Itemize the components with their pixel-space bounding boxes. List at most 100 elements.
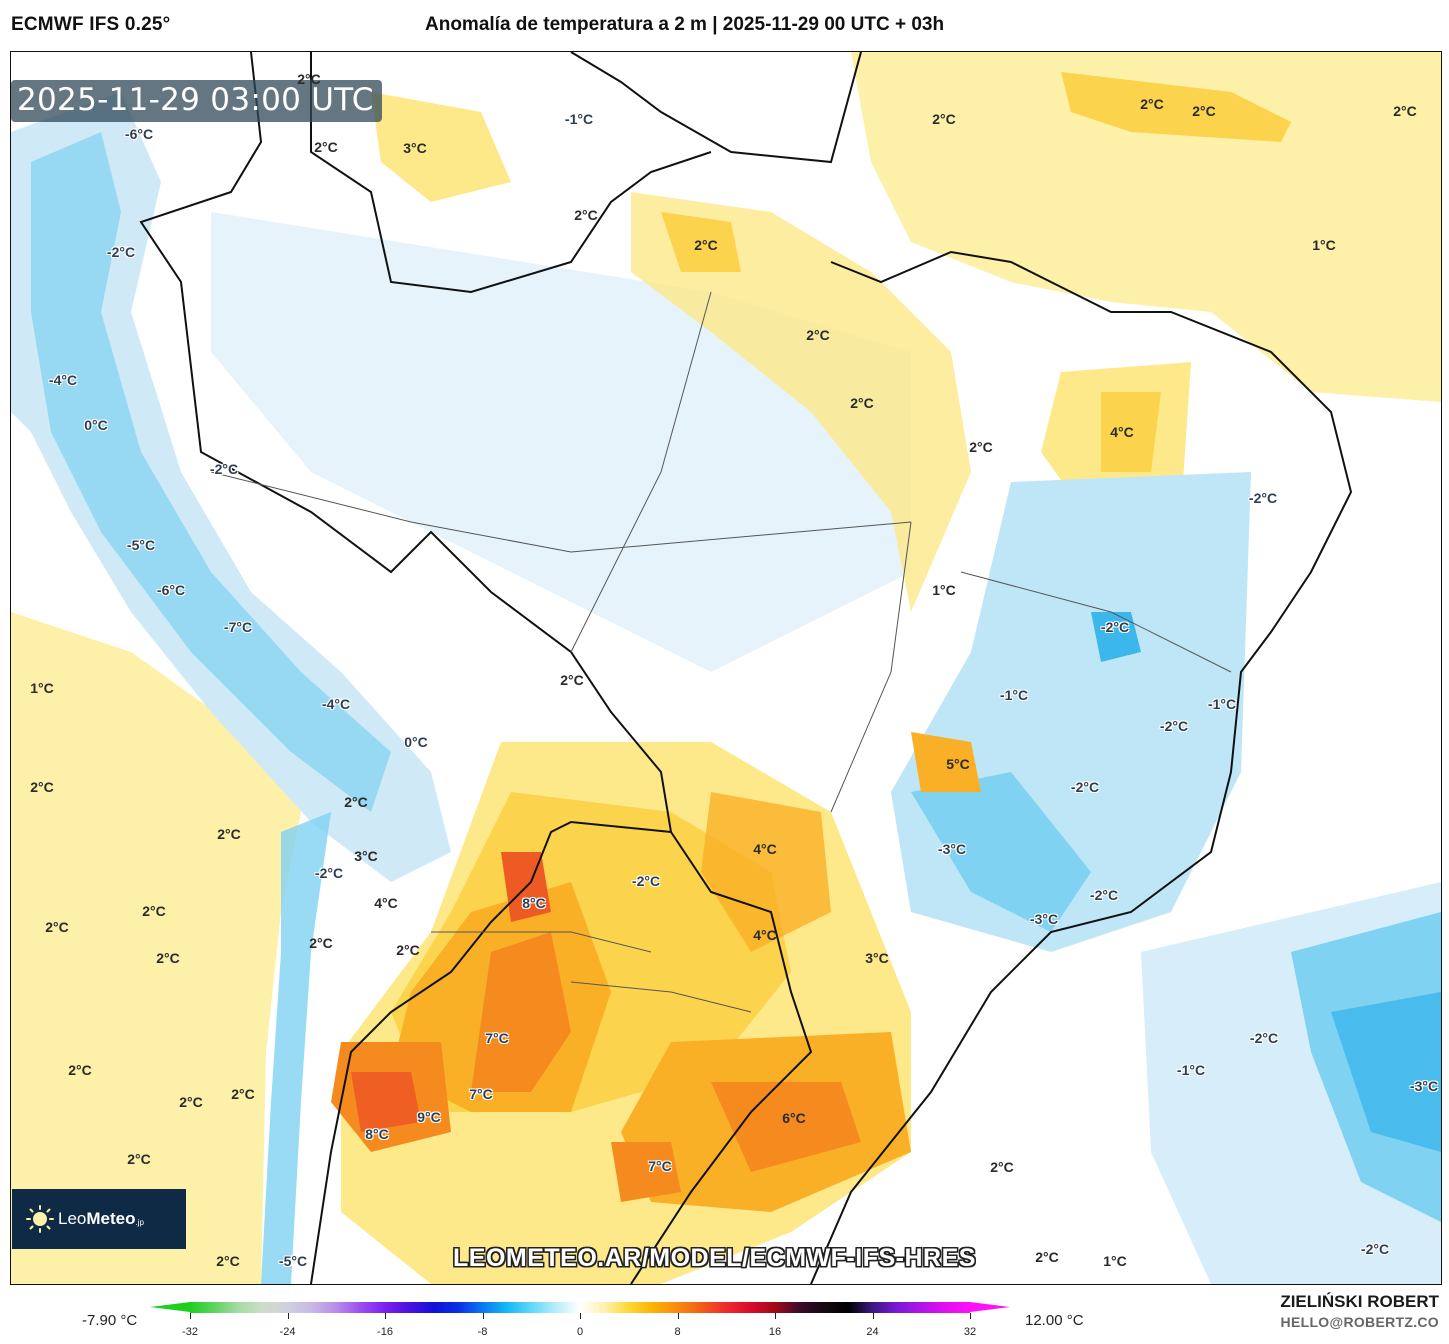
source-url-watermark: LEOMETEO.AR/MODEL/ECMWF-IFS-HRES <box>453 1244 976 1272</box>
contour-label: 0°C <box>404 734 428 750</box>
contour-label: 2°C <box>1035 1249 1059 1265</box>
contour-label: 2°C <box>969 439 993 455</box>
contour-label: 4°C <box>753 841 777 857</box>
contour-label: 2°C <box>45 919 69 935</box>
contour-label: -2°C <box>1100 619 1130 635</box>
colorbar-tick-label: -32 <box>182 1326 198 1338</box>
colorbar-max-label: 12.00 °C <box>1025 1312 1084 1329</box>
contour-label: 2°C <box>1192 103 1216 119</box>
contour-label: 2°C <box>806 327 830 343</box>
leometeo-logo[interactable]: Leo Meteo .jp <box>12 1189 186 1249</box>
colorbar-tick <box>580 1313 581 1319</box>
contour-label: 8°C <box>365 1126 389 1142</box>
contour-label: 2°C <box>694 237 718 253</box>
contour-label: 2°C <box>216 1253 240 1269</box>
contour-label: -2°C <box>1159 718 1189 734</box>
colorbar-tick-label: 32 <box>963 1326 977 1338</box>
sun-icon <box>26 1205 54 1233</box>
contour-label: 2°C <box>560 672 584 688</box>
contour-label: 2°C <box>1140 96 1164 112</box>
contour-label: -6°C <box>156 582 186 598</box>
chart-title: Anomalía de temperatura a 2 m | 2025-11-… <box>425 14 945 35</box>
colorbar-tick-label: 16 <box>768 1326 782 1338</box>
contour-label: -2°C <box>631 873 661 889</box>
contour-label: -5°C <box>278 1253 308 1269</box>
contour-label: 3°C <box>403 140 427 156</box>
colorbar-ticks: -32 -24 -16 -8 0 8 16 24 32 <box>150 1299 1020 1339</box>
contour-label: 9°C <box>417 1109 441 1125</box>
colorbar-tick-label: -8 <box>477 1326 488 1338</box>
colorbar-tick <box>872 1313 874 1319</box>
contour-label: -2°C <box>1070 779 1100 795</box>
contour-label: -3°C <box>937 841 967 857</box>
logo-text-bold: Meteo <box>86 1209 136 1228</box>
logo-suffix: .jp <box>135 1217 144 1227</box>
contour-label: 4°C <box>753 927 777 943</box>
contour-label: 7°C <box>485 1030 509 1046</box>
contour-label: -2°C <box>1248 490 1278 506</box>
colorbar-gradient <box>150 1302 1010 1313</box>
contour-label: 2°C <box>396 942 420 958</box>
contour-label: -2°C <box>1360 1241 1390 1257</box>
colorbar-tick <box>970 1313 971 1319</box>
model-title: ECMWF IFS 0.25° <box>11 14 171 35</box>
colorbar-tick <box>190 1313 191 1319</box>
contour-label: 6°C <box>782 1110 806 1126</box>
contour-label: 2°C <box>990 1159 1014 1175</box>
contour-label: 2°C <box>231 1086 255 1102</box>
contour-label: -6°C <box>124 126 154 142</box>
colorbar-tick-label: 8 <box>674 1326 681 1338</box>
contour-label: -3°C <box>1029 911 1059 927</box>
contour-label: 1°C <box>30 680 54 696</box>
colorbar-tick <box>482 1313 484 1319</box>
contour-label: -5°C <box>126 537 156 553</box>
contour-label: 2°C <box>574 207 598 223</box>
contour-label: -4°C <box>321 696 351 712</box>
contour-label: 2°C <box>297 71 321 87</box>
contour-label: 2°C <box>156 950 180 966</box>
contour-label: 2°C <box>850 395 874 411</box>
contour-label: -2°C <box>1249 1030 1279 1046</box>
colorbar-min-label: -7.90 °C <box>82 1312 138 1329</box>
author-name: ZIELIŃSKI ROBERT <box>1280 1292 1439 1311</box>
colorbar: -32 -24 -16 -8 0 8 16 24 32 <box>150 1299 1020 1339</box>
map-fields <box>11 52 1441 1284</box>
contour-label: -3°C <box>1409 1078 1439 1094</box>
valid-time-stamp: 2025-11-29 03:00 UTC <box>11 80 382 122</box>
contour-label: -1°C <box>1176 1062 1206 1078</box>
contour-label: -2°C <box>209 461 239 477</box>
contour-label: 2°C <box>127 1151 151 1167</box>
contour-label: 4°C <box>1110 424 1134 440</box>
colorbar-tick-label: -24 <box>279 1326 296 1338</box>
contour-label: 2°C <box>217 826 241 842</box>
colorbar-tick <box>775 1313 776 1319</box>
contour-label: 0°C <box>84 417 108 433</box>
contour-label: -7°C <box>223 619 253 635</box>
colorbar-tick <box>287 1313 289 1319</box>
contour-label: 8°C <box>522 895 546 911</box>
contour-label: 1°C <box>1103 1253 1127 1269</box>
contour-label: 2°C <box>309 935 333 951</box>
contour-label: 2°C <box>314 139 338 155</box>
colorbar-tick-label: 24 <box>866 1326 879 1338</box>
colorbar-tick-label: 0 <box>576 1326 584 1338</box>
colorbar-tick <box>677 1313 679 1319</box>
contour-label: 2°C <box>1393 103 1417 119</box>
colorbar-tick <box>385 1313 386 1319</box>
contour-label: -2°C <box>314 865 344 881</box>
contour-label: -1°C <box>564 111 594 127</box>
contour-label: 2°C <box>179 1094 203 1110</box>
temperature-anomaly-map: 2025-11-29 03:00 UTC 2°C -6°C 3°C 2°C -1°C 2°… <box>10 51 1442 1285</box>
author-email[interactable]: HELLO@ROBERTZ.CO <box>1280 1314 1439 1330</box>
contour-label: 2°C <box>932 111 956 127</box>
logo-text-light: Leo <box>58 1209 87 1228</box>
contour-label: 3°C <box>865 950 889 966</box>
contour-label: 1°C <box>932 582 956 598</box>
contour-label: 2°C <box>68 1062 92 1078</box>
contour-label: -1°C <box>1207 696 1237 712</box>
contour-label: 7°C <box>469 1086 493 1102</box>
contour-label: 2°C <box>30 779 54 795</box>
contour-label: 7°C <box>648 1158 672 1174</box>
colorbar-tick-label: -16 <box>377 1326 393 1338</box>
contour-label: -2°C <box>1089 887 1119 903</box>
